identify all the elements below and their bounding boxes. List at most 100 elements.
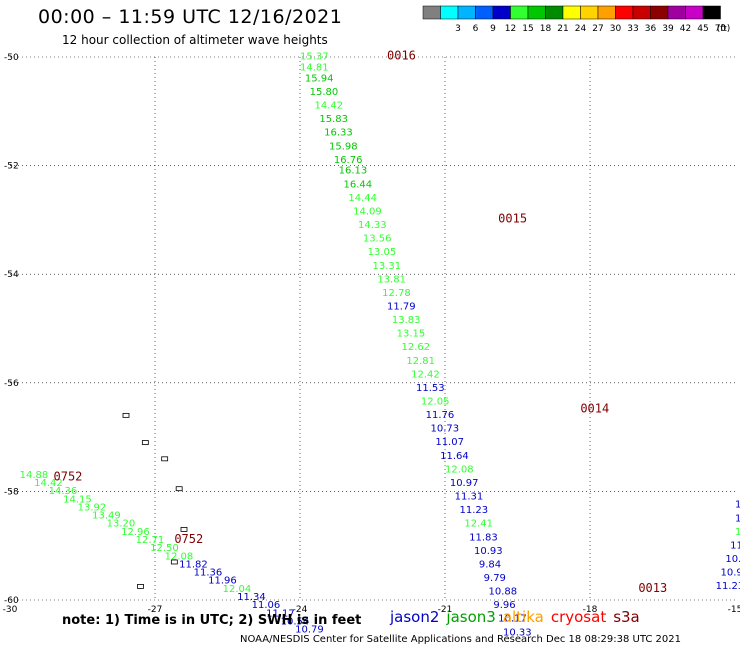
swh-value: 14.15 (63, 494, 92, 505)
swh-value: 11. (735, 513, 740, 524)
time-labels: 0016 0015 0014 0013 0752 0752 (54, 49, 668, 595)
swh-value: 12.05 (421, 397, 450, 408)
island-outline (161, 456, 169, 462)
legend-label: 24 (575, 24, 587, 34)
legend-swatch (667, 5, 686, 20)
swh-value: 13.15 (397, 329, 426, 340)
swh-value: 12.62 (402, 342, 431, 353)
swh-value: 11.64 (440, 451, 469, 462)
swh-value: 14.33 (358, 220, 387, 231)
swh-value: 11.07 (435, 437, 464, 448)
swh-value: 10.88 (489, 587, 518, 598)
legend-swatch (510, 5, 529, 20)
legend-label: 39 (662, 24, 674, 34)
x-tick-label: -27 (148, 605, 163, 615)
swh-value: 12.08 (165, 551, 194, 562)
swh-value: 13.83 (392, 315, 421, 326)
swh-value: 12.50 (150, 543, 179, 554)
swh-value: 12.04 (223, 584, 252, 595)
legend-swatch (457, 5, 476, 20)
swh-value: 12.41 (464, 519, 493, 530)
legend-swatch (632, 5, 651, 20)
legend-label: 30 (610, 24, 622, 34)
chart-grid: -30 -27 -24 -21 -18 -15 -50 -52 -54 -56 -58 -60 (3, 53, 740, 615)
swh-value: 11.31 (455, 492, 484, 503)
swh-value: 11.21 (730, 540, 740, 551)
swh-value: 16.76 (334, 155, 363, 166)
legend-label: 36 (645, 24, 657, 34)
swh-value: 10.97 (450, 478, 479, 489)
time-label: 0015 (498, 212, 527, 226)
legend-swatch (580, 5, 599, 20)
island-outline (137, 584, 144, 589)
swh-value: 11.06 (252, 600, 281, 611)
time-label: 0013 (638, 581, 667, 595)
swh-value: 13.05 (368, 247, 397, 258)
legend-label: 70 (715, 24, 727, 34)
swh-value: 11.83 (469, 532, 498, 543)
swh-value: 11.23 (716, 581, 740, 592)
time-label: 0014 (580, 402, 609, 416)
y-tick-label: -54 (4, 270, 19, 280)
swh-value: 10.33 (503, 627, 532, 638)
swh-value: 14.42 (315, 101, 344, 112)
swh-value: 14.88 (20, 470, 49, 481)
swh-value: 14.44 (348, 193, 377, 204)
credit-line: NOAA/NESDIS Center for Satellite Applica… (240, 634, 682, 645)
swh-value: 10.17 (498, 614, 527, 625)
swh-value: 11.53 (416, 383, 445, 394)
y-tick-label: -50 (4, 53, 19, 63)
swh-value: 9.84 (479, 559, 501, 570)
swh-value: 14.36 (49, 486, 78, 497)
x-tick-label: -15 (728, 605, 740, 615)
swh-value: 15.37 (300, 52, 329, 63)
time-label: 0752 (174, 532, 203, 546)
swh-value: 11.36 (194, 568, 223, 579)
legend-label: 15 (522, 24, 533, 34)
legend-unit: (ft) (717, 24, 731, 34)
swh-value: 13.92 (78, 502, 107, 513)
legend-swatch (440, 5, 459, 20)
swh-value: 13.31 (373, 261, 402, 272)
y-tick-label: -60 (4, 596, 19, 606)
swh-value: 10.73 (431, 424, 460, 435)
legend-label: 6 (473, 24, 479, 34)
swh-value: 11.79 (387, 301, 416, 312)
swh-value: 1 (735, 500, 740, 511)
x-tick-label: -30 (3, 605, 18, 615)
swh-value: 12.81 (406, 356, 435, 367)
swh-value: 10.91 (725, 554, 740, 565)
swh-value: 12.0 (735, 527, 740, 538)
swh-value: 13.81 (377, 274, 406, 285)
legend-label: 42 (680, 24, 691, 34)
x-tick-label: -18 (583, 605, 598, 615)
legend-label: 12 (505, 24, 516, 34)
swh-value: 14.81 (300, 63, 329, 74)
swh-value: 11.23 (460, 505, 489, 516)
y-tick-label: -52 (4, 162, 19, 172)
legend-swatch (702, 5, 721, 20)
legend-swatch (650, 5, 669, 20)
note-text: note: 1) Time is in UTC; 2) SWH is in fe… (62, 613, 362, 628)
satellite-jason2: jason2 (390, 608, 440, 626)
legend-swatch (615, 5, 634, 20)
satellite-jason3: jason3 (446, 608, 496, 626)
legend-swatch (685, 5, 704, 20)
swh-value: 15.80 (310, 87, 339, 98)
swh-value: 10.79 (295, 625, 324, 636)
time-label: 0752 (54, 470, 83, 484)
swh-value: 9.79 (484, 573, 506, 584)
chart-title: 00:00 – 11:59 UTC 12/16/2021 (38, 6, 343, 28)
legend-swatch (492, 5, 511, 20)
island-outline (180, 527, 188, 532)
swh-value: 13.56 (363, 234, 392, 245)
y-tick-label: -56 (4, 379, 19, 389)
swh-value: 11.34 (237, 592, 266, 603)
swh-value: 14.42 (34, 478, 63, 489)
swh-value: 12.08 (445, 464, 474, 475)
swh-value: 11.96 (208, 576, 237, 587)
island-outline (170, 559, 178, 565)
swh-value: 15.98 (329, 141, 358, 152)
